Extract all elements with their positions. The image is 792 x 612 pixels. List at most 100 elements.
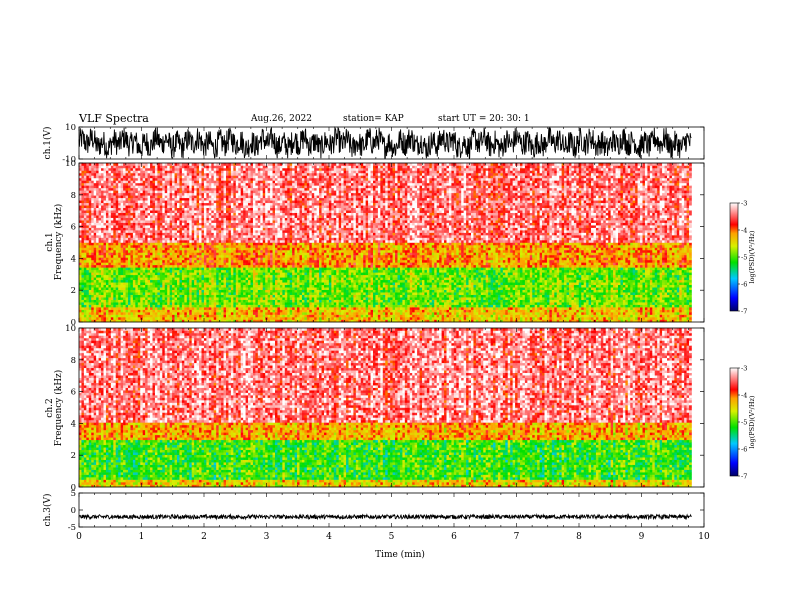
spectrogram-cell: [106, 277, 109, 280]
spectrogram-cell: [123, 215, 126, 218]
spectrogram-cell: [113, 230, 116, 233]
spectrogram-cell: [116, 230, 119, 233]
spectrogram-cell: [123, 223, 126, 226]
spectrogram-cell: [108, 305, 111, 308]
spectrogram-cell: [118, 307, 121, 310]
spectrogram-cell: [101, 300, 104, 303]
spectrogram-cell: [94, 250, 97, 253]
spectrogram-cell: [79, 257, 82, 260]
spectrogram-cell: [91, 272, 94, 275]
spectrogram-cell: [104, 292, 107, 295]
spectrogram-cell: [106, 188, 109, 191]
spectrogram-cell: [111, 225, 114, 228]
spectrogram-cell: [106, 292, 109, 295]
spectrogram-cell: [79, 233, 82, 236]
spectrogram-cell: [101, 185, 104, 188]
spectrogram-cell: [101, 188, 104, 191]
spectrogram-cell: [89, 292, 92, 295]
spectrogram-cell: [116, 277, 119, 280]
spectrogram-cell: [111, 235, 114, 238]
spectrogram-cell: [94, 262, 97, 265]
spectrogram-cell: [86, 165, 89, 168]
spectrogram-cell: [86, 250, 89, 253]
spectrogram-cell: [106, 205, 109, 208]
spectrogram-cell: [91, 208, 94, 211]
spectrogram-cell: [96, 210, 99, 213]
spectrogram-cell: [96, 238, 99, 241]
spectrogram-cell: [121, 305, 124, 308]
spectrogram-cell: [94, 247, 97, 250]
spectrogram-cell: [116, 270, 119, 273]
spectrogram-cell: [104, 235, 107, 238]
spectrogram-cell: [99, 190, 102, 193]
spectrogram-cell: [116, 282, 119, 285]
spectrogram-cell: [81, 297, 84, 300]
ch1-waveform-ylabel: ch.1(V): [42, 127, 53, 160]
spectrogram-cell: [91, 280, 94, 283]
spectrogram-cell: [89, 305, 92, 308]
spectrogram-cell: [106, 257, 109, 260]
spectrogram-cell: [113, 245, 116, 248]
spectrogram-cell: [123, 230, 126, 233]
spectrogram-cell: [104, 170, 107, 173]
spectrogram-cell: [86, 295, 89, 298]
spectrogram-cell: [111, 185, 114, 188]
spectrogram-cell: [96, 195, 99, 198]
spectrogram-cell: [89, 290, 92, 293]
spectrogram-cell: [111, 175, 114, 178]
spectrogram-cell: [89, 243, 92, 246]
spectrogram-cell: [101, 180, 104, 183]
spectrogram-cell: [94, 208, 97, 211]
spectrogram-cell: [106, 200, 109, 203]
spectrogram-cell: [118, 193, 121, 196]
spectrogram-cell: [86, 235, 89, 238]
spectrogram-cell: [126, 297, 129, 300]
spectrogram-cell: [123, 198, 126, 201]
spectrogram-cell: [113, 252, 116, 255]
spectrogram-cell: [123, 183, 126, 186]
spectrogram-cell: [79, 272, 82, 275]
spectrogram-cell: [106, 225, 109, 228]
spectrogram-cell: [106, 178, 109, 181]
spectrogram-cell: [94, 302, 97, 305]
spectrogram-cell: [116, 307, 119, 310]
spectrogram-cell: [101, 240, 104, 243]
spectrogram-cell: [84, 292, 87, 295]
spectrogram-cell: [86, 297, 89, 300]
spectrogram-cell: [84, 228, 87, 231]
spectrogram-cell: [113, 307, 116, 310]
spectrogram-cell: [84, 183, 87, 186]
spectrogram-cell: [89, 175, 92, 178]
spectrogram-cell: [121, 262, 124, 265]
spectrogram-cell: [96, 243, 99, 246]
spectrogram-cell: [81, 292, 84, 295]
spectrogram-cell: [113, 300, 116, 303]
spectrogram-cell: [99, 255, 102, 258]
spectrogram-cell: [123, 277, 126, 280]
spectrogram-cell: [121, 287, 124, 290]
spectrogram-cell: [111, 272, 114, 275]
spectrogram-cell: [91, 183, 94, 186]
spectrogram-cell: [113, 223, 116, 226]
spectrogram-cell: [104, 317, 107, 320]
spectrogram-cell: [108, 168, 111, 171]
spectrogram-cell: [96, 277, 99, 280]
spectrogram-cell: [108, 165, 111, 168]
spectrogram-cell: [106, 272, 109, 275]
spectrogram-cell: [91, 250, 94, 253]
spectrogram-cell: [91, 297, 94, 300]
spectrogram-cell: [94, 235, 97, 238]
spectrogram-cell: [89, 265, 92, 268]
spectrogram-cell: [123, 257, 126, 260]
spectrogram-cell: [81, 257, 84, 260]
spectrogram-cell: [99, 205, 102, 208]
spectrogram-cell: [79, 205, 82, 208]
spectrogram-cell: [96, 272, 99, 275]
spectrogram-cell: [111, 230, 114, 233]
spectrogram-cell: [104, 302, 107, 305]
spectrogram-cell: [94, 183, 97, 186]
spectrogram-cell: [118, 180, 121, 183]
spectrogram-cell: [96, 193, 99, 196]
spectrogram-cell: [96, 287, 99, 290]
spectrogram-cell: [99, 208, 102, 211]
